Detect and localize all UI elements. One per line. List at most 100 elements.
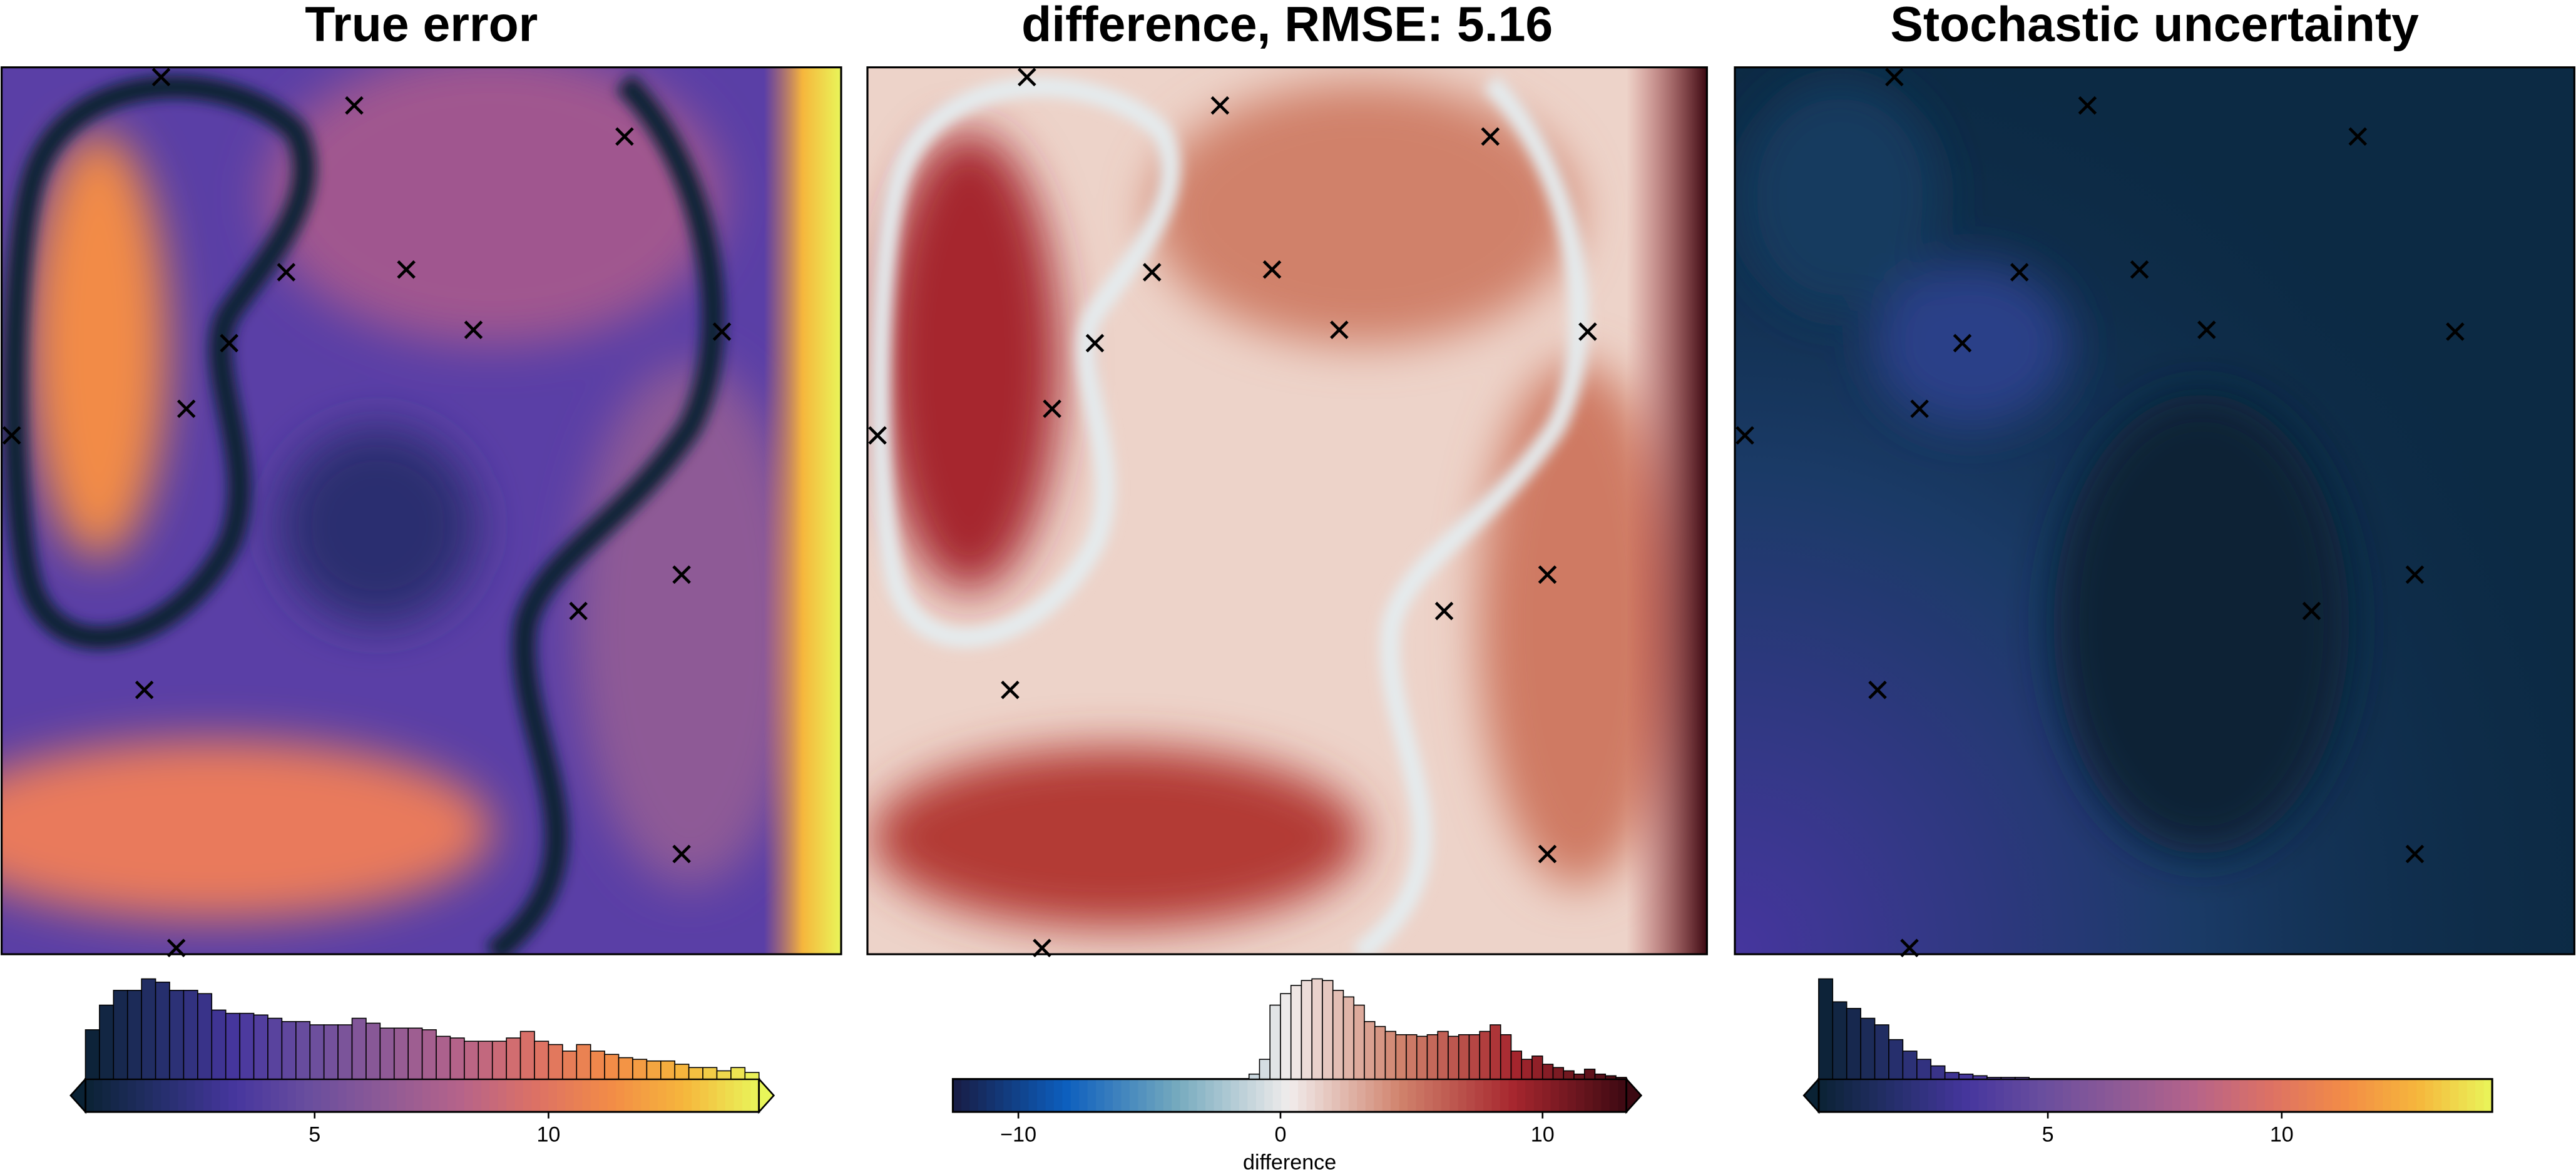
colorbar-cell	[1037, 1079, 1047, 1112]
histogram-bar	[491, 1040, 507, 1080]
colorbar-extend	[69, 1077, 86, 1114]
colorbar-cell	[329, 1079, 339, 1112]
tick-label: 10	[1531, 1122, 1555, 1146]
histogram-bar	[1972, 1075, 1988, 1080]
colorbar-cell	[1433, 1079, 1443, 1112]
colorbar-cell	[1306, 1079, 1316, 1112]
histogram-bar	[576, 1044, 591, 1080]
histogram-bar	[604, 1054, 620, 1080]
colorbar-cell	[2483, 1079, 2493, 1112]
colorbar-cell	[1391, 1079, 1401, 1112]
colorbar-cell	[1995, 1079, 2005, 1112]
colorbar-cell	[1289, 1079, 1299, 1112]
colorbar-cell	[2425, 1079, 2435, 1112]
histogram-bar	[1860, 1017, 1876, 1080]
colorbar-cell	[431, 1079, 441, 1112]
colorbar-cell	[1272, 1079, 1282, 1112]
colorbar-cell	[237, 1079, 247, 1112]
heatmap	[1, 67, 841, 955]
colorbar-cell	[1138, 1079, 1148, 1112]
colorbar-cell	[1592, 1079, 1602, 1112]
histogram-bar	[1458, 1034, 1470, 1080]
colorbar-cell	[986, 1079, 996, 1112]
histogram-bar	[126, 990, 142, 1080]
histogram-bar	[1818, 978, 1834, 1080]
colorbar-cell	[321, 1079, 331, 1112]
colorbar-cell	[371, 1079, 381, 1112]
frame	[1, 66, 842, 955]
colorbar-cell	[203, 1079, 213, 1112]
histogram-bar	[716, 1070, 732, 1080]
colorbar-cell	[548, 1079, 558, 1112]
colorbar-cell	[1222, 1079, 1232, 1112]
histogram-bar	[632, 1059, 648, 1080]
colorbar-cell	[355, 1079, 365, 1112]
histogram-bar	[436, 1035, 451, 1080]
colorbar-cell	[1852, 1079, 1862, 1112]
colorbar-cell	[2290, 1079, 2300, 1112]
histogram-bar	[169, 990, 185, 1080]
point-marker	[672, 565, 691, 584]
colorbar-cell	[1559, 1079, 1569, 1112]
colorbar-cell	[2264, 1079, 2274, 1112]
colorbar-cell	[1911, 1079, 1921, 1112]
colorbar-cell	[2029, 1079, 2039, 1112]
colorbar-cell	[110, 1079, 120, 1112]
histogram-bar	[1322, 980, 1334, 1080]
colorbar-cell	[1070, 1079, 1080, 1112]
colorbar-cell	[1130, 1079, 1140, 1112]
colorbar-cell	[1382, 1079, 1392, 1112]
heatmap	[1735, 67, 2575, 955]
colorbar-cell	[2214, 1079, 2224, 1112]
colorbar-cell	[2324, 1079, 2334, 1112]
colorbar-cell	[1491, 1079, 1501, 1112]
point-marker	[277, 263, 296, 282]
colorbar-cell	[1172, 1079, 1182, 1112]
colorbar-cell	[1903, 1079, 1913, 1112]
point-marker	[135, 680, 154, 699]
colorbar-cell	[1348, 1079, 1358, 1112]
point-marker	[1910, 399, 1929, 419]
point-marker	[2405, 845, 2425, 863]
colorbar-cell	[1340, 1079, 1350, 1112]
colorbar-cell	[539, 1079, 549, 1112]
colorbar-cell	[1500, 1079, 1510, 1112]
histogram-bar	[1846, 1007, 1861, 1080]
colorbar-cell	[2096, 1079, 2106, 1112]
histogram-bar	[548, 1044, 563, 1080]
colorbar-cell	[1079, 1079, 1089, 1112]
colorbar-cell	[1986, 1079, 1996, 1112]
histogram-bar	[562, 1050, 578, 1080]
point-marker	[2405, 565, 2425, 584]
colorbar-cell	[2063, 1079, 2073, 1112]
histogram-bar	[1448, 1035, 1459, 1080]
colorbar-cell	[506, 1079, 516, 1112]
point-marker	[1538, 565, 1557, 584]
colorbar-cell	[1155, 1079, 1165, 1112]
tick-label: 5	[309, 1122, 320, 1146]
colorbar-cell	[1424, 1079, 1434, 1112]
colorbar-cell	[2391, 1079, 2401, 1112]
histogram-bar	[1521, 1059, 1533, 1080]
colorbar-cell	[1045, 1079, 1055, 1112]
point-marker	[397, 260, 416, 279]
colorbar-cell	[1239, 1079, 1249, 1112]
histogram-bar	[379, 1027, 395, 1080]
colorbar-cell	[1357, 1079, 1367, 1112]
point-marker	[151, 68, 171, 87]
histogram-bar	[688, 1067, 703, 1080]
colorbar-cell	[2340, 1079, 2350, 1112]
point-marker	[1885, 68, 1904, 87]
colorbar-cell	[2054, 1079, 2064, 1112]
histogram-bar	[99, 1004, 115, 1080]
colorbar-cell	[2222, 1079, 2232, 1112]
colorbar-cell	[1096, 1079, 1106, 1112]
histogram-bar	[239, 1012, 255, 1080]
colorbar-cell	[363, 1079, 373, 1112]
colorbar-cell	[2332, 1079, 2342, 1112]
histogram-bar	[1583, 1069, 1596, 1080]
colorbar-cell	[514, 1079, 524, 1112]
colorbar-cell	[599, 1079, 609, 1112]
point-marker	[1735, 426, 1754, 445]
